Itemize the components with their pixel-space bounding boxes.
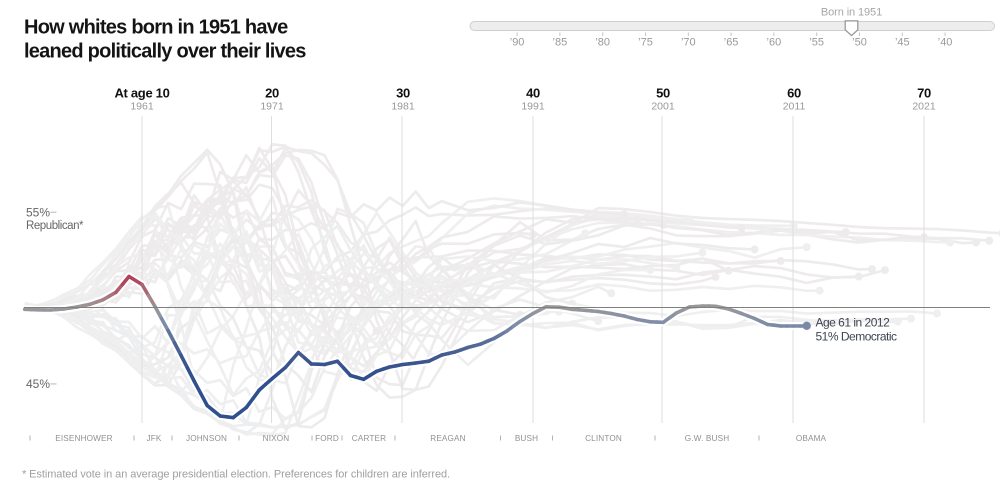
- svg-text:NIXON: NIXON: [263, 434, 290, 443]
- svg-text:40: 40: [526, 86, 540, 101]
- svg-text:At age 10: At age 10: [114, 86, 169, 101]
- svg-text:’40: ’40: [938, 37, 953, 49]
- svg-text:50: 50: [656, 86, 670, 101]
- svg-text:2021: 2021: [912, 101, 936, 113]
- svg-text:55%: 55%: [26, 206, 50, 220]
- svg-text:2011: 2011: [783, 101, 806, 113]
- svg-text:’50: ’50: [852, 37, 867, 49]
- svg-text:51% Democratic: 51% Democratic: [816, 330, 898, 344]
- svg-text:Age 61 in 2012: Age 61 in 2012: [816, 316, 891, 330]
- svg-text:CARTER: CARTER: [352, 434, 386, 443]
- svg-text:CLINTON: CLINTON: [585, 434, 622, 443]
- svg-text:60: 60: [787, 86, 801, 101]
- svg-text:45%: 45%: [26, 377, 50, 391]
- svg-text:30: 30: [396, 86, 410, 101]
- svg-text:EISENHOWER: EISENHOWER: [55, 434, 112, 443]
- svg-text:Republican*: Republican*: [26, 220, 84, 232]
- svg-text:Born in 1951: Born in 1951: [821, 7, 882, 19]
- svg-text:20: 20: [265, 86, 279, 101]
- svg-text:OBAMA: OBAMA: [796, 434, 827, 443]
- svg-text:’90: ’90: [510, 37, 525, 49]
- svg-text:G.W. BUSH: G.W. BUSH: [685, 434, 730, 443]
- svg-text:FORD: FORD: [315, 434, 339, 443]
- svg-text:How whites born in 1951 have: How whites born in 1951 have: [24, 17, 288, 39]
- svg-text:70: 70: [917, 86, 931, 101]
- svg-text:2001: 2001: [651, 101, 675, 113]
- svg-text:JOHNSON: JOHNSON: [186, 434, 227, 443]
- svg-text:leaned politically over their: leaned politically over their lives: [24, 41, 306, 63]
- svg-text:1961: 1961: [130, 101, 154, 113]
- svg-text:1971: 1971: [260, 101, 284, 113]
- svg-text:* Estimated vote in an average: * Estimated vote in an average president…: [22, 469, 450, 481]
- svg-text:JFK: JFK: [146, 434, 161, 443]
- svg-text:BUSH: BUSH: [515, 434, 538, 443]
- svg-text:1991: 1991: [521, 101, 545, 113]
- svg-text:’75: ’75: [638, 37, 653, 49]
- svg-text:’65: ’65: [724, 37, 739, 49]
- svg-text:’60: ’60: [767, 37, 782, 49]
- svg-text:’70: ’70: [681, 37, 696, 49]
- svg-text:REAGAN: REAGAN: [430, 434, 465, 443]
- svg-text:’55: ’55: [809, 37, 824, 49]
- svg-text:’45: ’45: [895, 37, 910, 49]
- svg-text:1981: 1981: [391, 101, 415, 113]
- svg-text:’85: ’85: [553, 37, 568, 49]
- svg-text:’80: ’80: [595, 37, 610, 49]
